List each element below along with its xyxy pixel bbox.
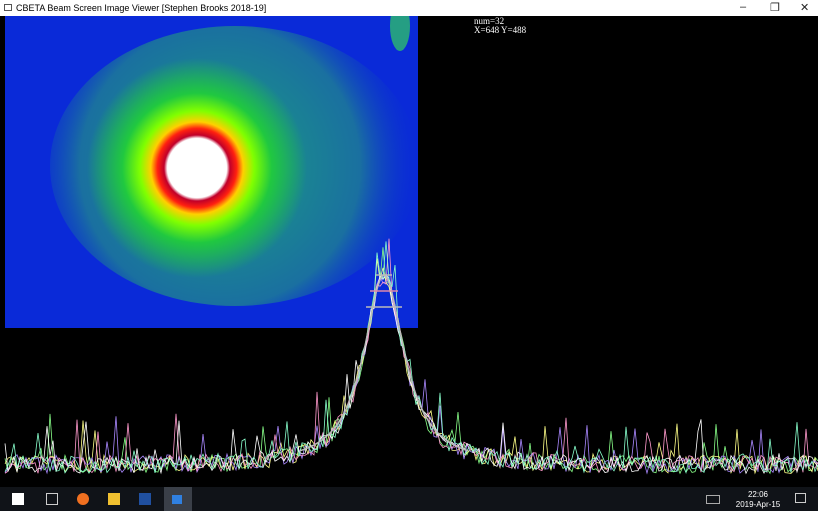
start-button[interactable] [12,493,24,505]
title-bar: CBETA Beam Screen Image Viewer [Stephen … [0,0,818,16]
viewer-icon [172,495,182,504]
window-title: CBETA Beam Screen Image Viewer [Stephen … [16,3,266,13]
dev-icon[interactable] [139,493,151,505]
position-label: X=648 Y=488 [474,26,526,35]
viewer-canvas [0,16,818,487]
taskbar: 22:06 2019-Apr-15 [0,487,818,511]
firefox-icon[interactable] [77,493,89,505]
date: 2019-Apr-15 [728,500,788,510]
beam-image [5,16,420,328]
time: 22:06 [728,490,788,500]
task-view[interactable] [46,493,58,505]
notifications[interactable] [795,493,806,503]
minimize-button[interactable]: – [740,1,746,13]
maximize-button[interactable]: ❐ [770,1,780,14]
clock[interactable]: 22:06 2019-Apr-15 [728,490,788,510]
app-icon [4,4,12,11]
keyboard-icon[interactable] [706,495,720,504]
overlay-info: num=32 X=648 Y=488 [474,17,526,35]
explorer-icon[interactable] [108,493,120,505]
close-button[interactable]: ✕ [800,1,809,14]
app-window: CBETA Beam Screen Image Viewer [Stephen … [0,0,818,511]
